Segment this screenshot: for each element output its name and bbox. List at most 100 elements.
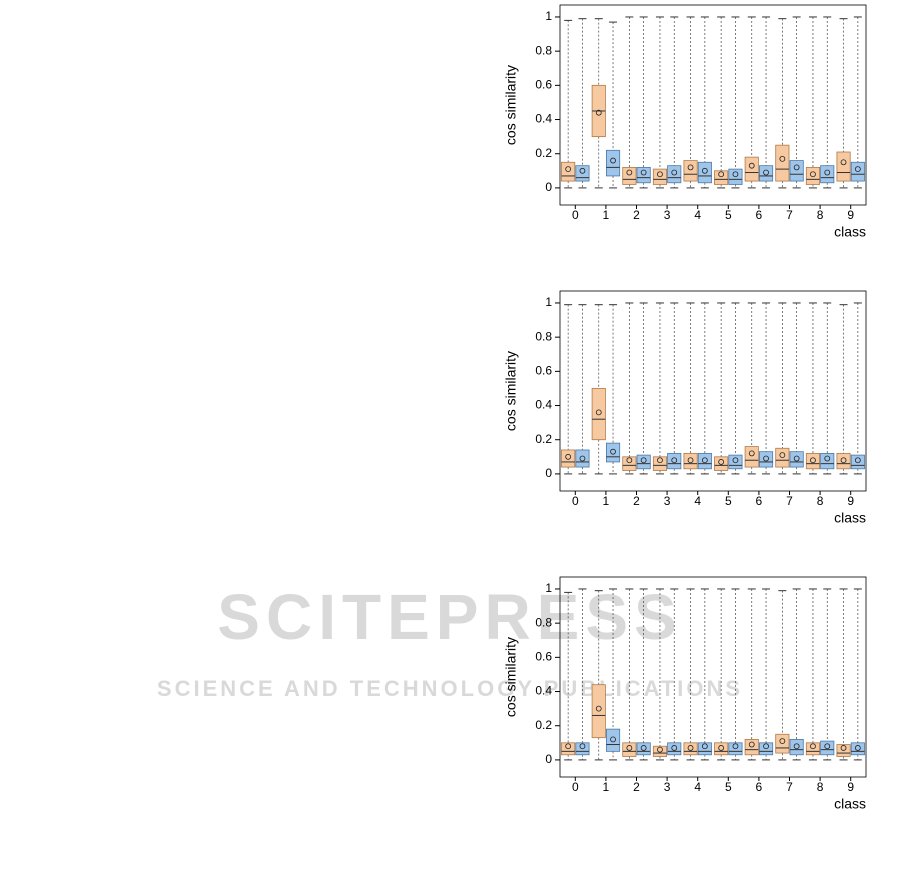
chart: 0 0.2 0.4 0.6 0.8 1 cos similarity class 0 1 2 3 4 5 6… [503,576,867,812]
y-tick-label: 0.8 [535,329,552,343]
mean [718,745,725,751]
y-tick-label: 0.6 [535,650,552,664]
mean [718,459,725,465]
x-tick-label: 6 [756,494,763,508]
mean [579,455,586,462]
watermark-title: SCITEPRESS [217,581,682,653]
mean [701,167,708,174]
mean [579,743,586,750]
mean [779,738,786,745]
x-tick-label: 1 [603,494,610,508]
box [714,456,729,471]
y-tick-label: 0.4 [535,684,552,698]
mean [810,743,816,750]
mean [565,453,572,460]
mean [732,457,739,464]
box [805,166,820,185]
mean [840,457,847,464]
y-axis-label: cos similarity [503,637,519,717]
x-tick-label: 2 [633,780,640,794]
box [667,452,682,470]
mean [732,171,739,178]
box [683,452,698,470]
mean [565,166,572,173]
mean [748,741,755,748]
x-tick-label: 1 [603,780,610,794]
mean [687,745,694,751]
box [683,160,698,182]
x-axis-label: class [834,510,866,526]
box [622,456,637,471]
mean [824,743,831,750]
box [606,442,621,463]
mean [763,743,769,750]
box [636,454,651,470]
x-tick-label: 6 [756,208,763,222]
mean [779,452,786,459]
y-tick-label: 0.4 [535,398,552,412]
x-tick-label: 9 [847,208,854,222]
x-tick-label: 9 [847,494,854,508]
mean [779,155,786,162]
mean [793,164,800,171]
y-tick-label: 0.6 [535,364,552,378]
mean [595,705,602,712]
box [591,388,606,441]
box [667,742,682,756]
box [606,728,621,752]
mean [610,157,616,164]
x-tick-label: 7 [786,208,793,222]
x-tick-label: 2 [633,494,640,508]
mean [748,162,755,169]
x-tick-label: 0 [572,208,579,222]
y-tick-label: 0.2 [535,718,552,732]
box [850,454,865,470]
y-tick-label: 0.6 [535,78,552,92]
box [759,165,774,182]
box [622,166,637,185]
x-tick-label: 9 [847,780,854,794]
mean [793,743,800,750]
box [744,156,759,182]
box [789,451,804,468]
box [820,165,835,184]
y-tick-label: 0 [545,180,552,194]
mean [718,171,725,178]
x-tick-label: 2 [633,208,640,222]
x-tick-label: 5 [725,208,732,222]
box [697,452,712,470]
y-tick-label: 0 [545,752,552,766]
y-axis-label: cos similarity [503,351,519,431]
mean [840,745,847,751]
y-tick-label: 1 [545,9,552,23]
y-tick-label: 0.4 [535,112,552,126]
box [789,738,804,756]
chart: 0 0.2 0.4 0.6 0.8 1 cos similarity class 0 1 2 3 4 5 6… [503,4,867,240]
mean [595,109,602,116]
x-tick-label: 8 [817,494,824,508]
mean [657,746,663,753]
plot-frame [559,576,867,778]
y-tick-label: 0.8 [535,43,552,57]
x-tick-label: 8 [817,208,824,222]
mean [763,169,769,176]
mean [854,166,861,173]
plot-frame [559,4,867,206]
y-axis-label: cos similarity [503,65,519,145]
mean [626,169,633,176]
x-tick-label: 7 [786,780,793,794]
mean [732,743,739,750]
box [575,449,590,468]
mean [793,455,800,462]
box [667,165,682,184]
mean [763,455,769,462]
x-tick-label: 4 [694,780,701,794]
box [561,449,576,468]
box [744,446,759,468]
y-tick-label: 0 [545,466,552,480]
mean [579,167,586,174]
x-tick-label: 5 [725,780,732,794]
mean [687,457,694,464]
x-tick-label: 0 [572,780,579,794]
